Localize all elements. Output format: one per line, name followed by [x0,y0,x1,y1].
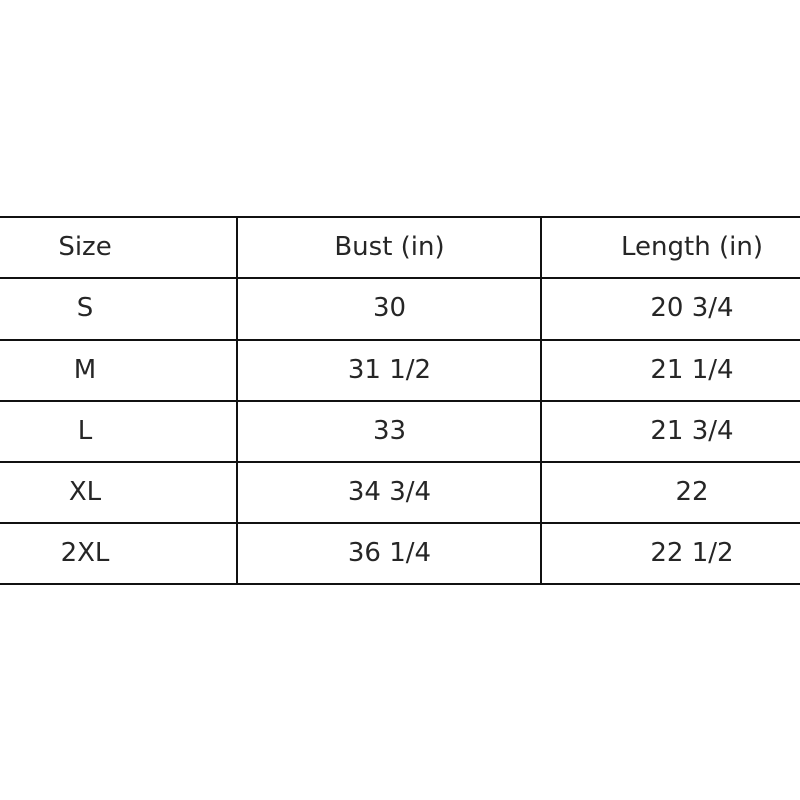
table-row-divider [0,400,800,402]
table-cell: 21 1/4 [650,355,734,385]
table-cell: 22 [675,477,709,507]
table-cell: 22 1/2 [650,538,734,568]
table-cell: M [73,355,97,385]
table-cell: 20 3/4 [650,293,734,323]
table-cell: 30 [372,293,407,323]
table-row-divider [0,461,800,463]
table-cell: XL [68,477,102,507]
table-header-cell: Length (in) [621,232,763,262]
table-column-divider [236,216,238,585]
table-row-divider [0,277,800,279]
table-cell: 34 3/4 [347,477,432,507]
table-row-divider [0,583,800,585]
table-cell: 2XL [60,538,110,568]
table-column-divider [540,216,542,585]
table-cell: S [76,293,94,323]
table-cell: 33 [372,416,407,446]
table-cell: L [77,416,93,446]
table-header-cell: Size [58,232,112,262]
table-cell: 21 3/4 [650,416,734,446]
table-row-divider [0,216,800,218]
table-cell: 31 1/2 [347,355,432,385]
table-row-divider [0,339,800,341]
table-cell: 36 1/4 [347,538,432,568]
table-header-cell: Bust (in) [334,232,445,262]
table-row-divider [0,522,800,524]
